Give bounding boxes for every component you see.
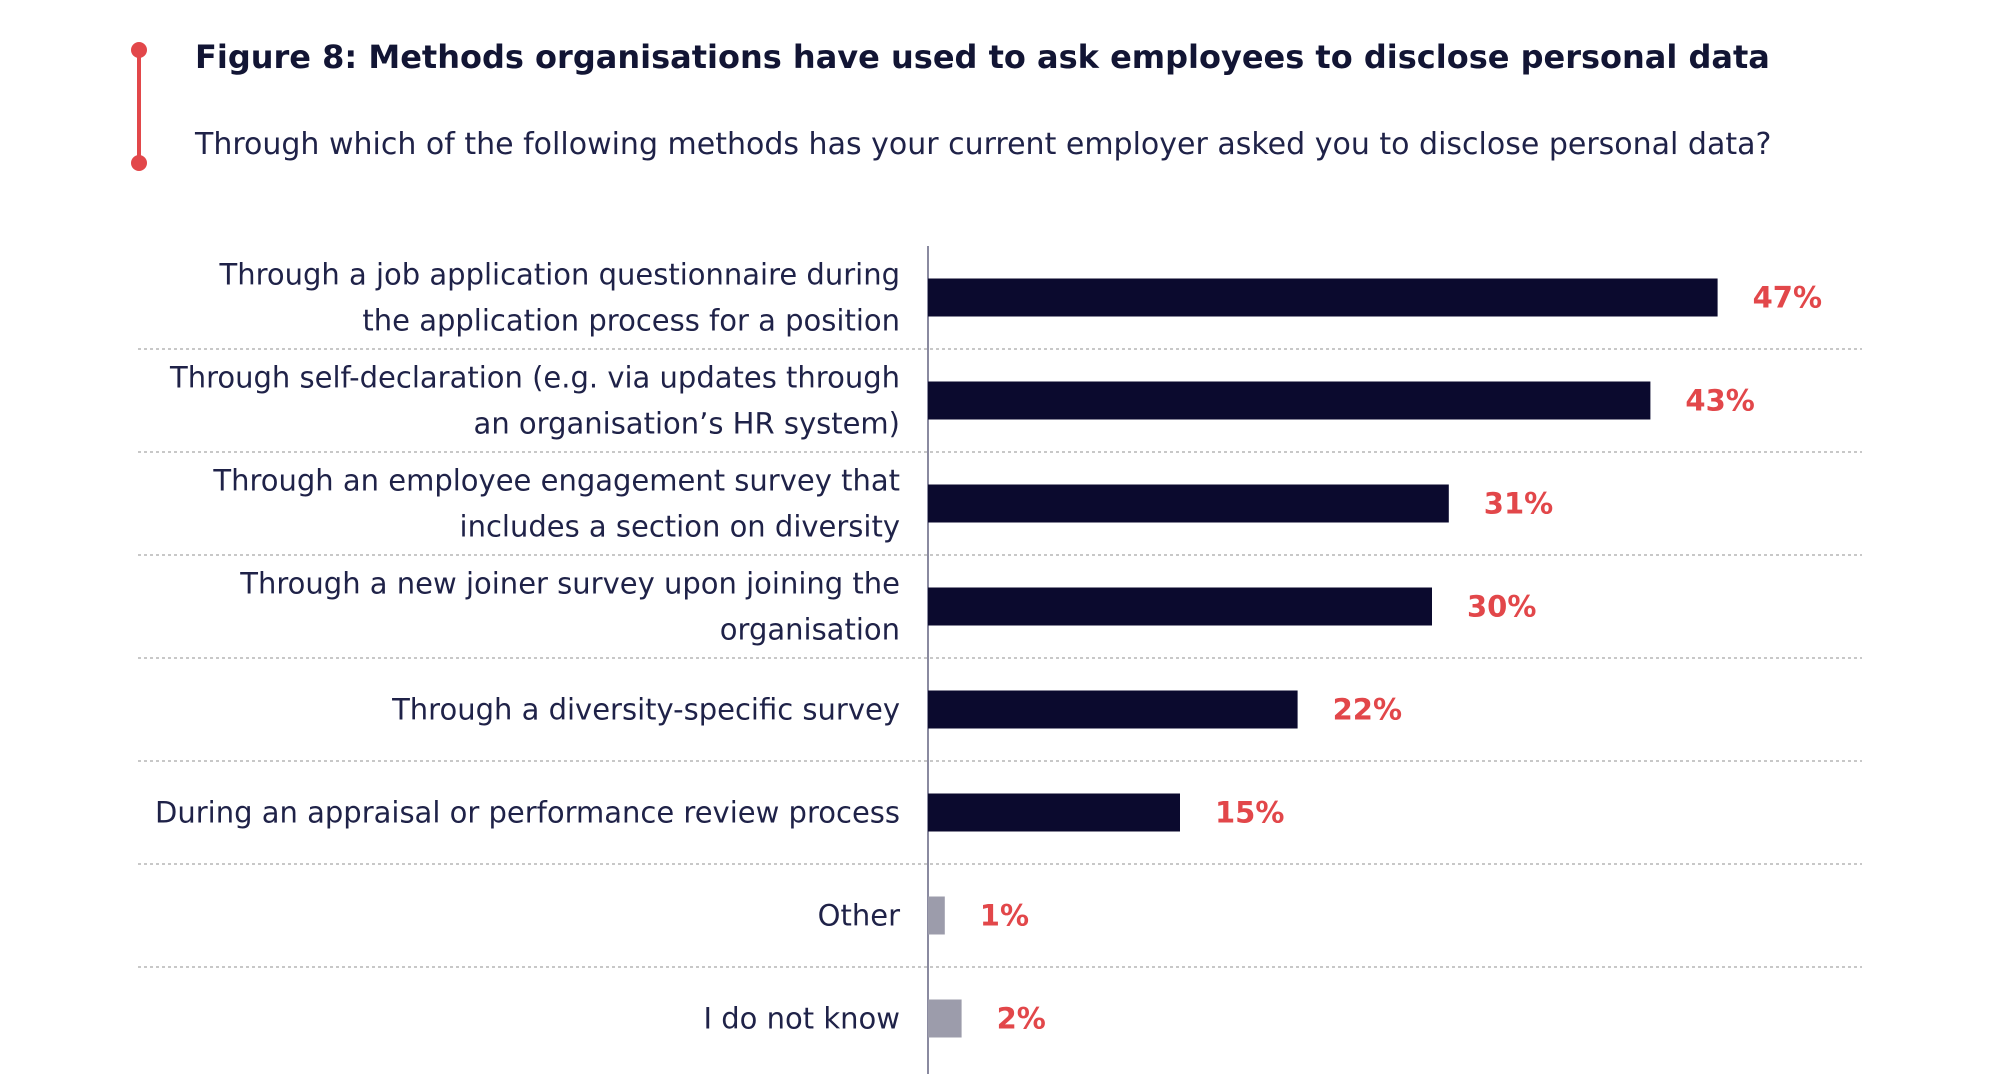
bar [928,484,1449,523]
category-label: organisation [720,613,900,647]
accent-dot-top [131,42,147,58]
bar [928,690,1298,729]
bar [928,896,945,935]
chart-subtitle: Through which of the following methods h… [195,127,1772,162]
category-label: Through a new joiner survey upon joining… [239,567,900,601]
accent-line [137,50,141,164]
value-label: 22% [1333,693,1402,727]
bar [928,587,1432,626]
value-label: 47% [1753,281,1822,315]
bar [928,999,962,1038]
value-label: 2% [997,1002,1046,1036]
value-label: 31% [1484,487,1553,521]
category-label: I do not know [704,1002,901,1036]
value-label: 43% [1685,384,1754,418]
chart-title: Figure 8: Methods organisations have use… [195,38,1770,76]
category-label: Through a job application questionnaire … [218,258,900,292]
category-label: the application process for a position [362,304,900,338]
category-label: Through a diversity-specific survey [391,693,900,727]
value-label: 1% [980,899,1029,933]
bar [928,381,1651,420]
value-label: 30% [1467,590,1536,624]
value-label: 15% [1215,796,1284,830]
bar [928,793,1180,832]
category-label: includes a section on diversity [460,510,900,544]
category-label: During an appraisal or performance revie… [155,796,900,830]
category-label: an organisation’s HR system) [474,407,900,441]
category-label: Through an employee engagement survey th… [212,464,900,498]
bar [928,278,1718,317]
accent-dot-bottom [131,155,147,171]
category-label: Other [818,899,900,933]
category-label: Through self-declaration (e.g. via updat… [169,361,900,395]
